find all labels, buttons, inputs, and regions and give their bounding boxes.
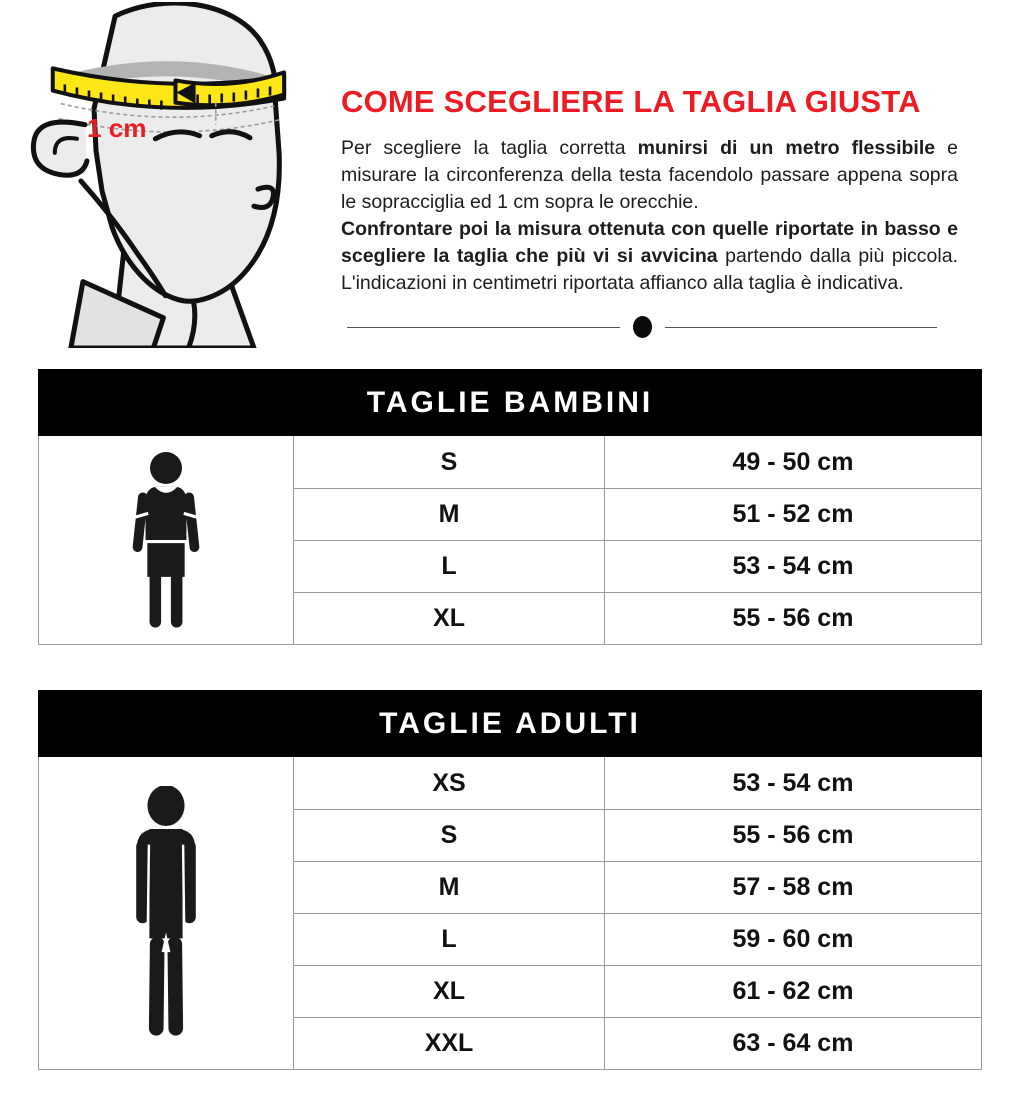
intro-text-3: partendo dalla più piccola. L'indicazion… <box>341 244 958 294</box>
intro-paragraph: Per scegliere la taglia corretta munirsi… <box>341 135 958 297</box>
size-label: XXL <box>294 1017 605 1069</box>
size-range: 51 - 52 cm <box>605 488 981 540</box>
size-range: 53 - 54 cm <box>732 768 854 797</box>
divider-line-right <box>664 326 937 328</box>
bambini-table-body: S 49 - 50 cm M 51 - 52 cm L 53 - 54 cm X… <box>38 436 982 645</box>
size-range: 49 - 50 cm <box>732 447 854 476</box>
page-title: COME SCEGLIERE LA TAGLIA GIUSTA <box>341 84 921 119</box>
size-label: L <box>294 913 605 965</box>
size-label: XL <box>294 965 605 1017</box>
child-silhouette-icon <box>39 436 294 644</box>
size-range: 61 - 62 cm <box>605 965 981 1017</box>
adulti-table-body: XS 53 - 54 cm S 55 - 56 cm M 57 - 58 cm … <box>38 757 982 1070</box>
size-label: M <box>294 488 605 540</box>
divider-line-left <box>347 326 620 328</box>
intro-text-2: e misurare la circonferenza della testa … <box>341 136 959 213</box>
size-label: L <box>294 540 605 592</box>
bambini-size-table: TAGLIE BAMBINI S 49 - 50 cm <box>38 369 982 645</box>
intro-bold-2: Confrontare poi la misura ottenuta con q… <box>341 217 958 267</box>
size-label: M <box>294 861 605 913</box>
size-range: 57 - 58 cm <box>605 861 981 913</box>
size-range: 59 - 60 cm <box>605 913 981 965</box>
adulti-table-title: TAGLIE ADULTI <box>38 690 982 757</box>
size-label: XS <box>294 757 605 809</box>
size-label: S <box>294 809 605 861</box>
size-label: XL <box>294 592 605 644</box>
size-range: 63 - 64 cm <box>605 1017 981 1069</box>
divider-dot-icon <box>632 316 652 338</box>
intro-bold-1: munirsi di un metro flessibile <box>637 136 936 159</box>
section-divider <box>347 316 937 338</box>
size-range: 53 - 54 cm <box>605 540 981 592</box>
one-cm-label: 1 cm <box>87 113 147 143</box>
intro-section: COME SCEGLIERE LA TAGLIA GIUSTA Per sceg… <box>341 84 958 297</box>
size-range: 55 - 56 cm <box>605 809 981 861</box>
adulti-size-table: TAGLIE ADULTI XS 53 - 54 cm S <box>38 690 982 1070</box>
intro-text-1: Per scegliere la taglia corretta <box>341 136 638 159</box>
size-range: 55 - 56 cm <box>605 592 981 644</box>
head-measurement-illustration: 1 cm <box>24 2 332 348</box>
size-label: S <box>294 436 605 488</box>
adult-silhouette-icon <box>39 757 294 1069</box>
head-measurement-icon: 1 cm <box>30 2 287 348</box>
bambini-table-title: TAGLIE BAMBINI <box>38 369 982 436</box>
